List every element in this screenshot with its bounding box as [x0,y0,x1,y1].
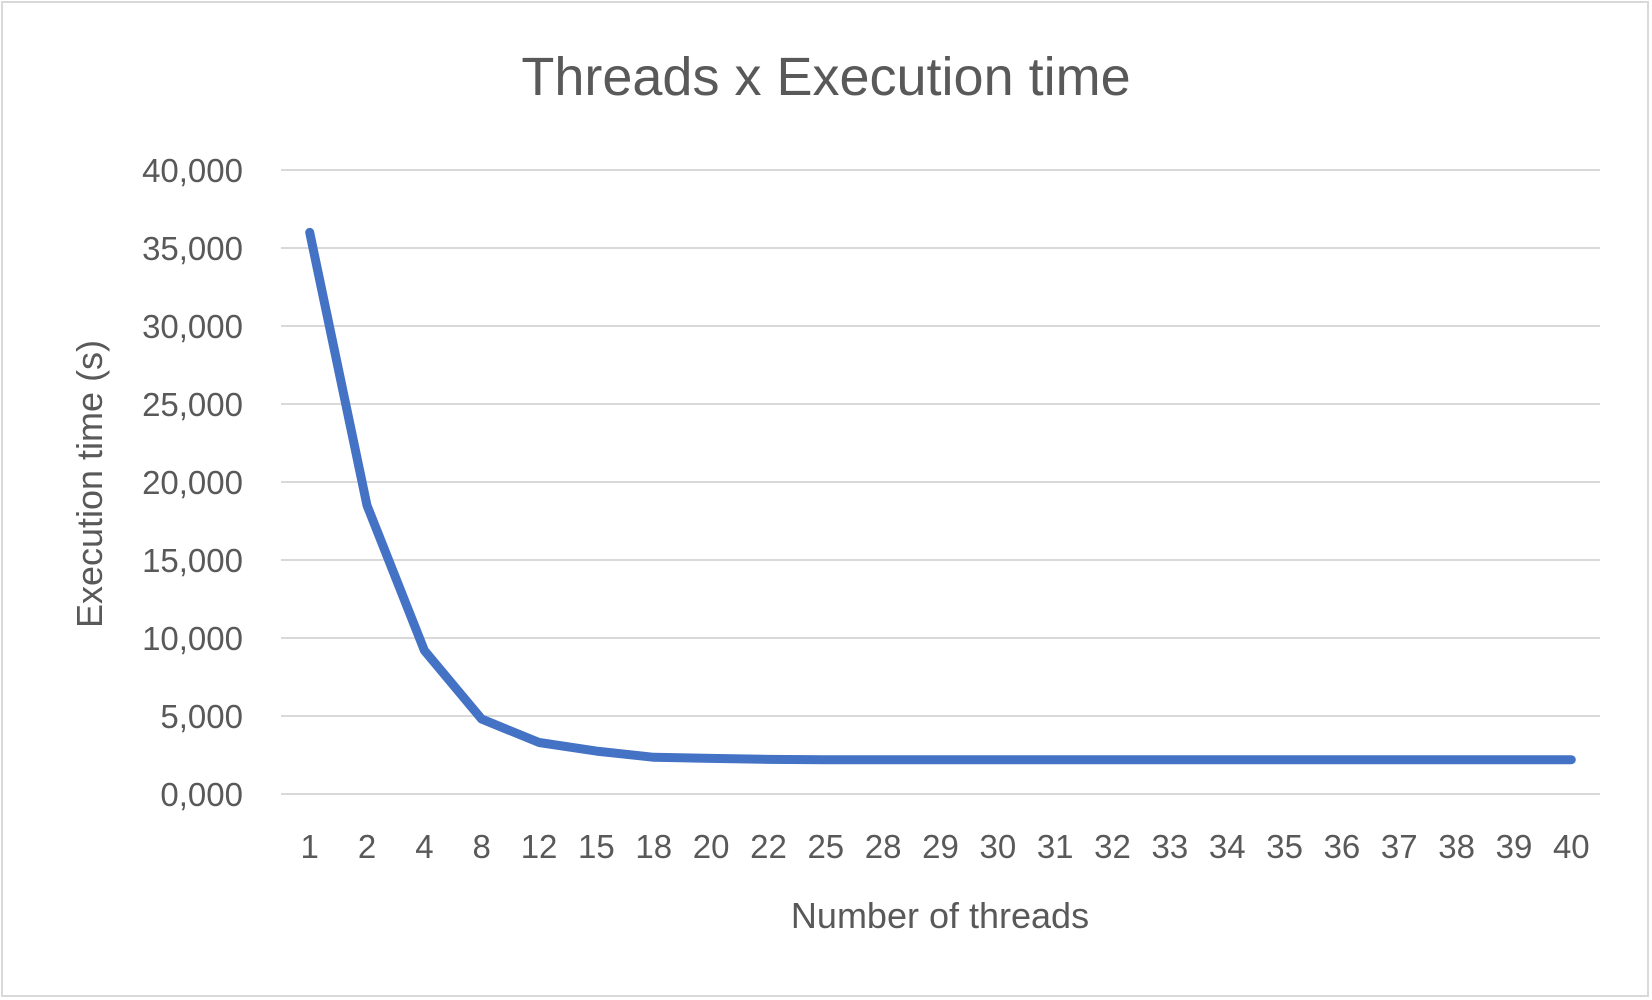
series-line [305,227,1576,765]
y-tick-label: 20,000 [142,464,243,501]
series-layer [305,227,1576,765]
x-tick-label: 32 [1094,828,1131,865]
y-tick-label: 0,000 [160,776,243,813]
x-tick-label: 40 [1553,828,1590,865]
x-tick-label: 34 [1209,828,1246,865]
x-tick-label: 35 [1266,828,1303,865]
x-tick-label: 12 [521,828,558,865]
x-tick-label: 15 [578,828,615,865]
gridlines [281,169,1600,795]
chart-title: Threads x Execution time [521,47,1130,107]
x-tick-label: 4 [415,828,433,865]
x-tick-label: 37 [1381,828,1418,865]
x-tick-label: 1 [300,828,318,865]
x-tick-label: 30 [979,828,1016,865]
y-tick-label: 25,000 [142,386,243,423]
x-tick-label: 8 [473,828,491,865]
y-axis-title: Execution time (s) [69,340,110,628]
x-tick-label: 20 [693,828,730,865]
y-axis-ticks: 0,000 5,000 10,000 15,000 20,000 25,000 30,000… [142,152,243,813]
x-tick-label: 18 [635,828,672,865]
y-tick-label: 30,000 [142,308,243,345]
x-tick-label: 36 [1324,828,1361,865]
x-axis-title: Number of threads [791,895,1089,936]
x-tick-label: 22 [750,828,787,865]
y-tick-label: 40,000 [142,152,243,189]
x-tick-label: 39 [1496,828,1533,865]
x-tick-label: 2 [358,828,376,865]
y-tick-label: 10,000 [142,620,243,657]
x-tick-label: 31 [1037,828,1074,865]
y-tick-label: 5,000 [160,698,243,735]
y-tick-label: 15,000 [142,542,243,579]
x-tick-label: 38 [1438,828,1475,865]
x-tick-label: 25 [807,828,844,865]
x-tick-label: 29 [922,828,959,865]
x-axis-ticks: 1 2 4 8 12 15 18 20 22 25 28 29 30 31 32 33 34 35 36 37 38 39… [300,828,1589,865]
x-tick-label: 33 [1152,828,1189,865]
x-tick-label: 28 [865,828,902,865]
y-tick-label: 35,000 [142,230,243,267]
